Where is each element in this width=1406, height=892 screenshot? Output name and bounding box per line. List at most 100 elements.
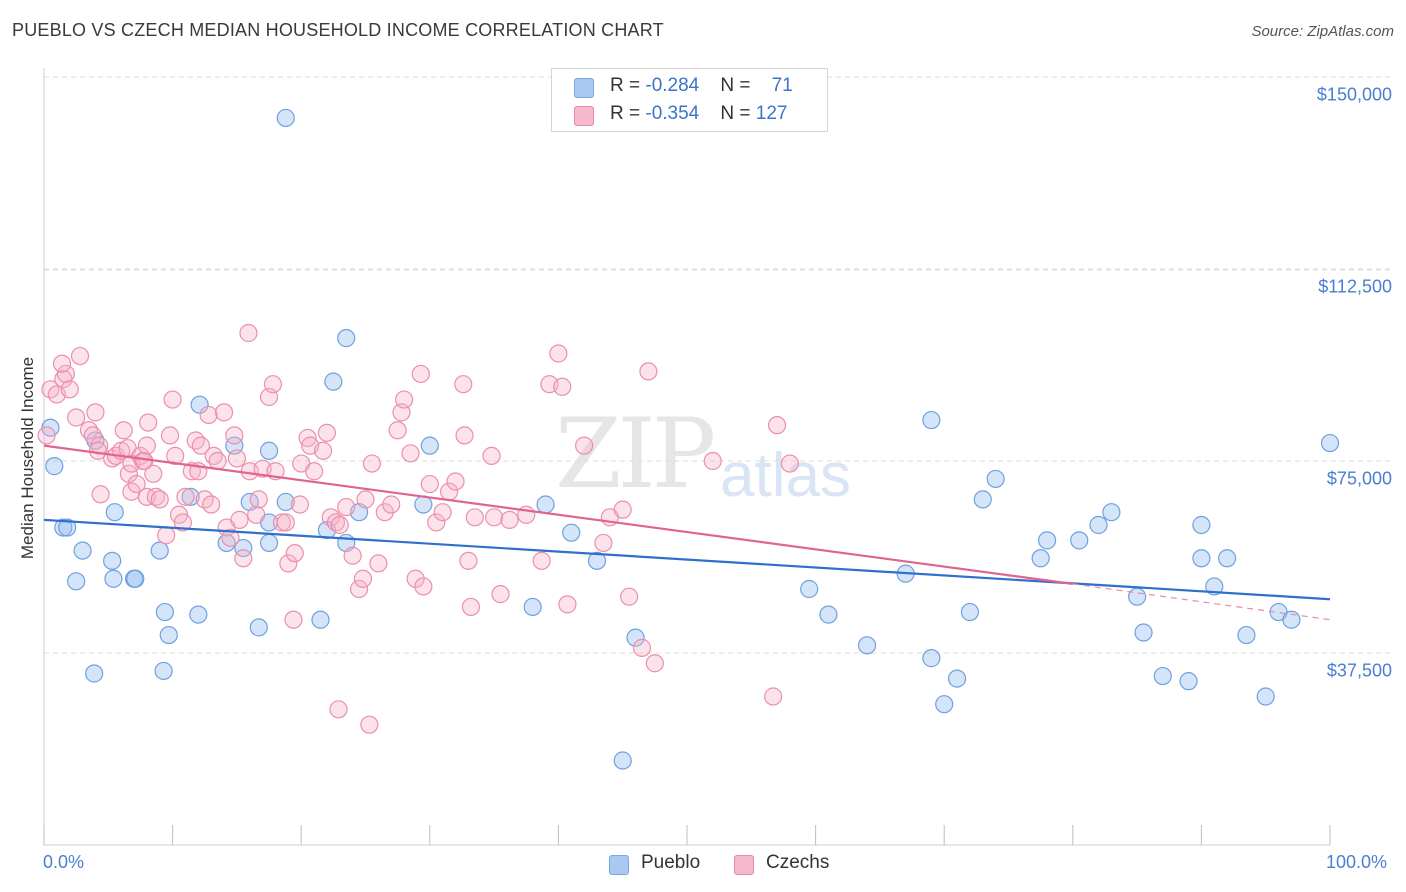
pueblo-point — [234, 538, 253, 558]
watermark-atlas: atlas — [720, 441, 851, 510]
czechs-point — [317, 423, 337, 442]
pueblo-point — [1134, 623, 1153, 642]
czechs-point — [279, 554, 298, 573]
chart-title: PUEBLO VS CZECH MEDIAN HOUSEHOLD INCOME … — [12, 20, 664, 40]
czechs-point — [163, 390, 182, 409]
bottom-legend-swatch-czechs — [734, 855, 754, 875]
czechs-point — [208, 451, 227, 471]
pueblo-point — [103, 551, 122, 570]
czechs-point — [343, 546, 362, 565]
czechs-point — [176, 487, 195, 506]
czechs-point — [780, 454, 799, 473]
pueblo-point — [189, 605, 208, 624]
pueblo-point — [626, 628, 645, 647]
bottom-legend-swatch-pueblo — [609, 855, 629, 875]
pueblo-point — [1031, 549, 1050, 568]
czechs-point — [420, 474, 439, 494]
pueblo-point — [276, 108, 295, 128]
czechs-point — [764, 687, 783, 706]
czechs-point — [304, 462, 324, 481]
pueblo-point — [259, 533, 279, 553]
czechs-point — [491, 585, 510, 604]
pueblo-point — [1179, 672, 1198, 691]
pueblo-point — [154, 661, 173, 681]
czechs-point — [276, 513, 295, 532]
czechs-point — [382, 495, 401, 514]
czechs-point — [227, 449, 246, 468]
legend-r-value: -0.354 — [645, 103, 700, 124]
czechs-point — [553, 377, 572, 396]
pueblo-point — [337, 329, 356, 348]
pueblo-point — [613, 751, 632, 770]
czechs-point — [369, 554, 388, 573]
czechs-point — [313, 441, 333, 460]
pueblo-point — [973, 490, 992, 509]
czechs-point — [86, 403, 105, 422]
pueblo-point — [150, 541, 169, 560]
pueblo-point — [155, 602, 174, 622]
pueblo-point — [45, 457, 64, 476]
pueblo-point — [523, 597, 542, 617]
czechs-point — [52, 354, 72, 373]
legend-r-value: -0.284 — [645, 75, 700, 96]
pueblo-point — [587, 551, 607, 570]
czechs-point — [394, 390, 414, 409]
czechs-point — [356, 490, 375, 509]
bottom-legend-label-czechs: Czechs — [766, 852, 830, 873]
legend-swatch-pueblo — [574, 78, 594, 98]
pueblo-point — [1237, 625, 1256, 645]
czechs-trend-extension — [1072, 583, 1331, 621]
legend-r-label: R = — [610, 103, 646, 124]
czechs-trend-line — [43, 444, 1073, 585]
pueblo-point — [1037, 531, 1057, 550]
x-tick-right: 100.0% — [1326, 852, 1388, 872]
y-axis-label: Median Household Income — [18, 356, 37, 560]
czechs-point — [114, 421, 133, 440]
pueblo-point — [54, 518, 73, 537]
czechs-point — [272, 513, 292, 532]
czechs-point — [157, 526, 176, 545]
pueblo-point — [126, 569, 145, 588]
czechs-point — [166, 446, 185, 465]
pueblo-point — [1192, 515, 1211, 535]
czechs-point — [263, 375, 283, 394]
czechs-point — [620, 587, 639, 606]
czechs-point — [221, 528, 240, 547]
pueblo-point — [819, 605, 838, 624]
pueblo-point — [67, 572, 86, 591]
pueblo-point — [1192, 549, 1211, 568]
pueblo-point — [414, 495, 433, 514]
pueblo-point — [85, 664, 104, 683]
pueblo-point — [922, 649, 941, 668]
pueblo-point — [1218, 549, 1237, 568]
pueblo-point — [536, 495, 555, 514]
czechs-point — [575, 436, 594, 455]
y-tick-label: $75,000 — [1326, 468, 1392, 489]
czechs-point — [234, 549, 253, 568]
legend-n-label: N = — [720, 103, 756, 124]
czechs-point — [613, 500, 632, 519]
czechs-point — [67, 408, 86, 427]
pueblo-point — [1153, 666, 1172, 686]
pueblo-point — [1102, 503, 1121, 522]
czechs-point — [767, 416, 787, 435]
czechs-point — [330, 515, 349, 535]
czechs-point — [349, 579, 369, 599]
czechs-point — [285, 544, 304, 563]
czechs-point — [214, 403, 234, 422]
pueblo-point — [190, 395, 209, 414]
czechs-point — [199, 405, 218, 425]
bottom-legend-label-pueblo: Pueblo — [641, 852, 701, 873]
czechs-point — [137, 436, 156, 455]
pueblo-point — [1070, 531, 1089, 550]
legend-swatch-czechs — [574, 106, 594, 126]
czechs-point — [454, 375, 473, 394]
czechs-point — [225, 426, 244, 445]
czechs-point — [160, 426, 180, 445]
pueblo-point — [58, 518, 77, 537]
pueblo-point — [276, 492, 295, 512]
czechs-point — [60, 380, 79, 399]
czechs-point — [558, 595, 577, 614]
czechs-point — [56, 364, 75, 384]
